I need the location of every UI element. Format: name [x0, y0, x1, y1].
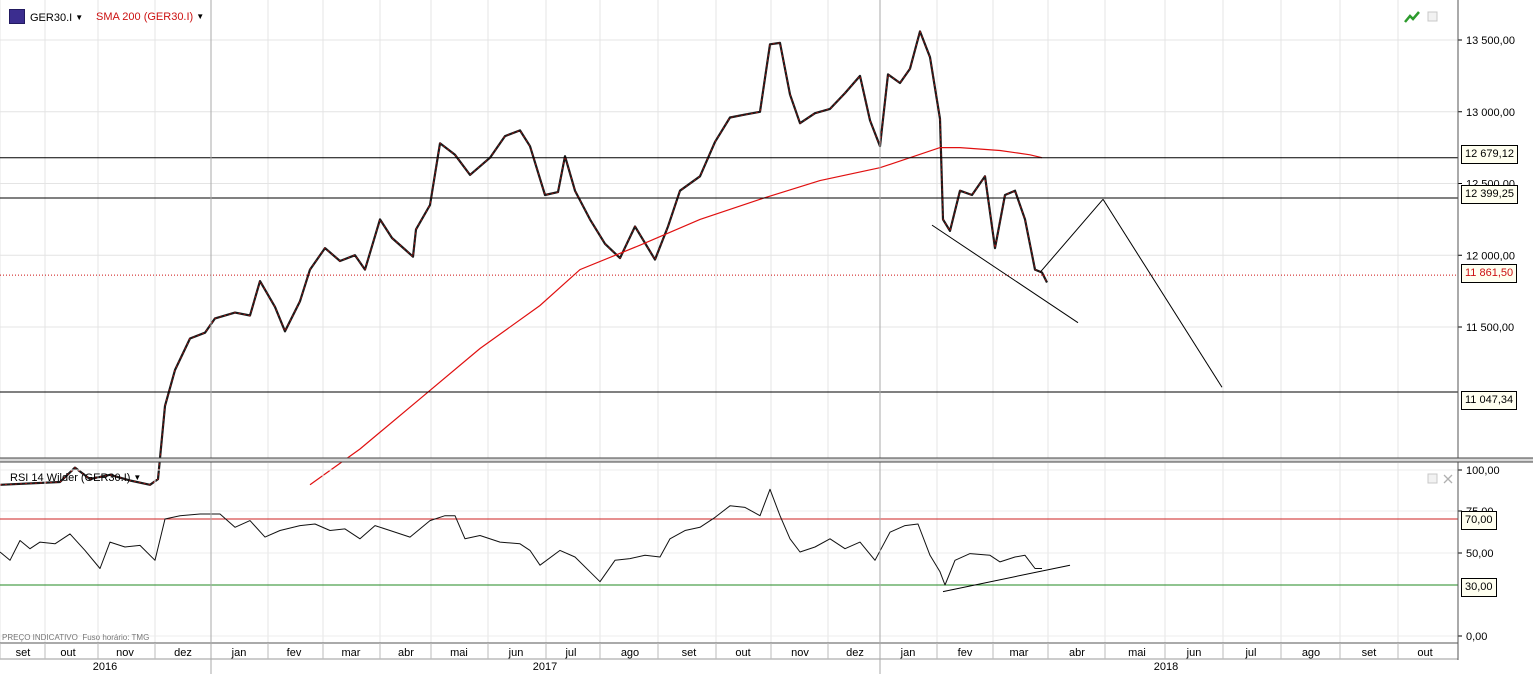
x-year-label: 2016 [93, 661, 117, 673]
trendline-annotation[interactable] [1039, 198, 1104, 273]
y-tick-label: 12 000,00 [1466, 250, 1515, 262]
x-month-label: jul [564, 647, 576, 659]
level-label-11047: 11 047,34 [1461, 391, 1518, 410]
x-month-label: jun [508, 647, 524, 659]
price-note: PREÇO INDICATIVO [2, 633, 78, 642]
panel-separator [0, 458, 1533, 462]
x-month-label: dez [846, 647, 864, 659]
x-month-label: nov [791, 647, 809, 659]
x-month-label: fev [958, 647, 973, 659]
x-month-label: out [1417, 647, 1432, 659]
x-month-label: abr [398, 647, 414, 659]
x-month-label: out [60, 647, 75, 659]
level-label-12679: 12 679,12 [1461, 145, 1518, 164]
y-tick-label: 13 000,00 [1466, 107, 1515, 119]
timezone-note: Fuso horário: TMG [82, 633, 150, 642]
x-year-label: 2018 [1154, 661, 1178, 673]
x-month-label: jul [1244, 647, 1256, 659]
y-tick-label: 100,00 [1466, 465, 1500, 477]
x-month-label: ago [621, 647, 639, 659]
x-month-label: jun [1186, 647, 1202, 659]
x-month-label: jan [900, 647, 916, 659]
x-axis: set out nov dez jan fev mar abr mai jun jul ago set o… [0, 0, 1458, 674]
x-month-label: mar [342, 647, 361, 659]
x-month-label: mai [1128, 647, 1146, 659]
chart-line-icon[interactable] [1404, 10, 1420, 24]
rsi-series [0, 488, 1042, 586]
symbol-logo-icon [9, 9, 25, 24]
trendline-annotation[interactable] [1102, 199, 1223, 388]
footer-note: PREÇO INDICATIVO Fuso horário: TMG [2, 633, 149, 642]
level-label-12399: 12 399,25 [1461, 185, 1518, 204]
y-tick-label: 13 500,00 [1466, 35, 1515, 47]
indicator-label: SMA 200 (GER30.I) [96, 11, 194, 23]
close-icon[interactable] [1442, 473, 1454, 485]
rsi-level-label-30: 30,00 [1461, 578, 1497, 597]
rsi-trendline-annotation[interactable] [942, 564, 1071, 593]
indicator-selector[interactable]: SMA 200 (GER30.I) ▼ [96, 9, 204, 25]
current-price-label: 11 861,50 [1461, 264, 1518, 283]
price-candle-accent [0, 30, 1048, 486]
x-month-label: jan [231, 647, 247, 659]
x-month-label: nov [116, 647, 134, 659]
y-tick-label: 11 500,00 [1466, 322, 1514, 334]
chevron-down-icon: ▼ [196, 12, 205, 21]
maximize-icon[interactable] [1427, 11, 1439, 23]
rsi-label: RSI 14 Wilder (GER30.I) [10, 472, 131, 484]
chevron-down-icon: ▼ [75, 13, 84, 22]
x-year-label: 2017 [533, 661, 557, 673]
x-month-label: fev [287, 647, 302, 659]
rsi-level-label-70: 70,00 [1461, 511, 1497, 530]
x-month-label: set [682, 647, 697, 659]
symbol-label: GER30.I [30, 12, 73, 24]
symbol-selector[interactable]: GER30.I ▼ [9, 9, 83, 25]
x-month-label: set [1362, 647, 1377, 659]
x-month-label: out [735, 647, 750, 659]
y-tick-label: 50,00 [1466, 548, 1494, 560]
x-month-label: mai [450, 647, 468, 659]
x-month-label: mar [1010, 647, 1029, 659]
x-month-label: ago [1302, 647, 1320, 659]
maximize-icon[interactable] [1427, 473, 1439, 485]
x-month-label: set [16, 647, 31, 659]
x-month-label: abr [1069, 647, 1085, 659]
rsi-selector[interactable]: RSI 14 Wilder (GER30.I) ▼ [10, 470, 141, 486]
chevron-down-icon: ▼ [133, 473, 142, 482]
x-month-label: dez [174, 647, 192, 659]
price-series [0, 30, 1048, 486]
y-tick-label: 0,00 [1466, 631, 1487, 643]
sma200-series [309, 147, 1043, 486]
trendline-annotation[interactable] [931, 224, 1079, 324]
